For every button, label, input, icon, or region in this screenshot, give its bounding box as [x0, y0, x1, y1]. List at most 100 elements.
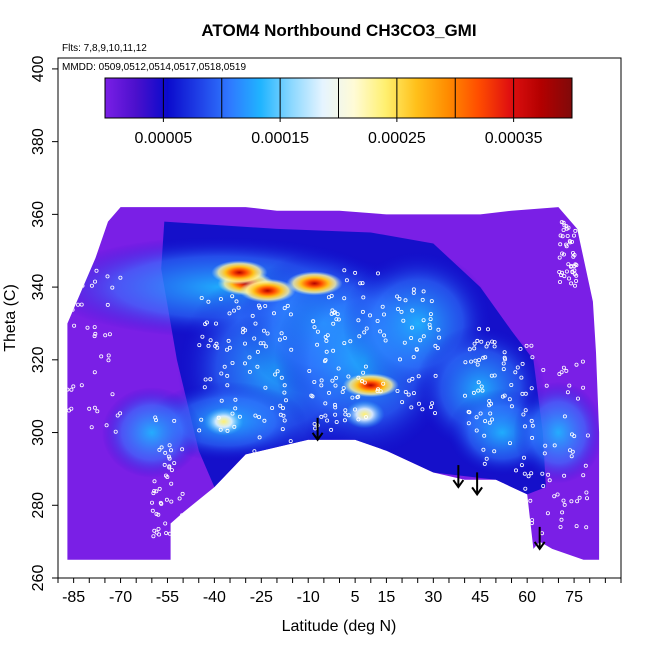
- sample-point: [488, 401, 493, 406]
- sample-point: [479, 339, 484, 344]
- sample-point: [270, 405, 275, 410]
- sample-point: [433, 343, 438, 348]
- sample-point: [472, 346, 477, 351]
- sample-point: [289, 347, 294, 352]
- sample-point: [397, 357, 402, 362]
- y-axis: 260 280 300 320 340 360 380 400: [30, 55, 58, 591]
- colorbar-tick-label: 0.00025: [368, 130, 426, 147]
- sample-point: [280, 427, 285, 432]
- y-tick-label: 260: [30, 565, 47, 592]
- sample-point: [164, 531, 169, 536]
- sample-point: [552, 494, 557, 499]
- sample-point: [360, 309, 365, 314]
- sample-point: [103, 333, 108, 338]
- sample-point: [500, 508, 505, 513]
- sample-point: [557, 255, 562, 260]
- sample-point: [562, 274, 567, 279]
- sample-point: [484, 456, 489, 461]
- sample-point: [530, 355, 535, 360]
- sample-point: [67, 281, 71, 286]
- y-tick-label: 380: [30, 128, 47, 155]
- sample-point: [490, 339, 495, 344]
- sample-point: [253, 413, 258, 418]
- y-tick-label: 280: [30, 492, 47, 519]
- sample-point: [215, 345, 220, 350]
- sample-point: [559, 517, 564, 522]
- sample-point: [566, 262, 571, 267]
- sample-point: [332, 402, 337, 407]
- sample-point: [403, 298, 408, 303]
- sample-point: [115, 413, 120, 418]
- sample-point: [515, 365, 520, 370]
- sample-point: [312, 325, 317, 330]
- sample-point: [565, 233, 570, 238]
- sample-point: [312, 379, 317, 384]
- y-axis-label: Theta (C): [2, 284, 19, 352]
- sample-point: [409, 405, 414, 410]
- sample-point: [358, 281, 363, 286]
- sample-point: [357, 334, 362, 339]
- sample-point: [334, 419, 339, 424]
- sample-point: [252, 336, 257, 341]
- sample-point: [329, 311, 334, 316]
- sample-point: [363, 415, 368, 420]
- sample-point: [92, 370, 97, 375]
- sample-point: [480, 388, 485, 393]
- sample-point: [410, 308, 415, 313]
- sample-point: [118, 411, 123, 416]
- sample-point: [162, 462, 167, 467]
- sample-point: [565, 390, 570, 395]
- sample-point: [478, 411, 483, 416]
- heat-plume: [101, 387, 202, 478]
- sample-point: [581, 385, 586, 390]
- sample-point: [411, 391, 416, 396]
- sample-point: [473, 358, 478, 363]
- sample-point: [350, 395, 355, 400]
- sample-point: [564, 269, 569, 274]
- flight-sample-points: [67, 220, 590, 540]
- arrow-marker: [311, 417, 324, 442]
- sample-point: [218, 296, 223, 301]
- sample-point: [340, 389, 345, 394]
- sample-point: [69, 263, 74, 268]
- sample-point: [542, 451, 547, 456]
- sample-point: [501, 361, 506, 366]
- sample-point: [277, 337, 282, 342]
- sample-point: [469, 359, 474, 364]
- sample-point: [333, 412, 338, 417]
- sample-point: [356, 417, 361, 422]
- sample-point: [467, 410, 472, 415]
- sample-point: [574, 362, 579, 367]
- sample-point: [166, 454, 171, 459]
- sample-point: [572, 233, 577, 238]
- sample-point: [319, 383, 324, 388]
- y-tick-label: 340: [30, 274, 47, 301]
- x-tick-label: -70: [109, 589, 132, 606]
- sample-point: [159, 445, 164, 450]
- heat-hotspot: [211, 260, 268, 285]
- sample-point: [576, 396, 581, 401]
- arrow-marker: [471, 472, 483, 497]
- sample-point: [523, 424, 528, 429]
- y-tick-label: 320: [30, 346, 47, 373]
- sample-point: [476, 388, 481, 393]
- sample-point: [225, 428, 230, 433]
- sample-point: [403, 389, 408, 394]
- sample-point: [278, 403, 283, 408]
- sample-point: [540, 471, 545, 476]
- sample-point: [180, 491, 185, 496]
- sample-point: [344, 278, 349, 283]
- sample-point: [233, 406, 238, 411]
- sample-point: [487, 398, 492, 403]
- sample-point: [381, 381, 386, 386]
- sample-point: [411, 355, 416, 360]
- sample-point: [558, 525, 563, 530]
- sample-point: [462, 393, 467, 398]
- sample-point: [569, 281, 574, 286]
- sample-point: [67, 387, 70, 392]
- sample-point: [156, 512, 161, 517]
- sample-point: [433, 373, 438, 378]
- sample-point: [474, 415, 479, 420]
- sample-point: [529, 418, 534, 423]
- sample-point: [479, 384, 484, 389]
